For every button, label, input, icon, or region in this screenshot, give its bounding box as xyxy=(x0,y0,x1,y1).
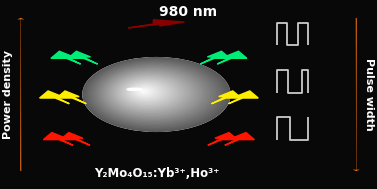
Circle shape xyxy=(89,61,221,127)
Polygon shape xyxy=(40,91,69,104)
Circle shape xyxy=(109,72,192,114)
Polygon shape xyxy=(57,91,86,104)
Polygon shape xyxy=(68,51,98,64)
Circle shape xyxy=(95,64,213,123)
Text: Power density: Power density xyxy=(3,50,12,139)
Polygon shape xyxy=(60,132,90,145)
Circle shape xyxy=(101,68,204,119)
Circle shape xyxy=(137,88,152,95)
Circle shape xyxy=(141,90,146,92)
Circle shape xyxy=(103,69,201,118)
Circle shape xyxy=(87,60,224,129)
Circle shape xyxy=(83,58,230,131)
Polygon shape xyxy=(200,51,230,64)
Circle shape xyxy=(115,76,184,110)
Polygon shape xyxy=(228,91,258,104)
Ellipse shape xyxy=(127,88,142,90)
Circle shape xyxy=(135,87,155,97)
Circle shape xyxy=(83,58,230,131)
Text: 980 nm: 980 nm xyxy=(159,5,218,19)
Polygon shape xyxy=(217,51,247,64)
Polygon shape xyxy=(225,132,254,145)
Circle shape xyxy=(99,67,207,121)
Circle shape xyxy=(93,63,216,125)
Polygon shape xyxy=(208,132,238,145)
Circle shape xyxy=(113,74,187,111)
Circle shape xyxy=(131,84,161,99)
Circle shape xyxy=(85,59,227,130)
Circle shape xyxy=(123,80,172,105)
Circle shape xyxy=(139,89,149,94)
Circle shape xyxy=(119,78,178,107)
Circle shape xyxy=(91,62,218,126)
Polygon shape xyxy=(129,20,184,28)
Circle shape xyxy=(105,70,198,117)
Text: Y₂Mo₄O₁₅:Yb³⁺,Ho³⁺: Y₂Mo₄O₁₅:Yb³⁺,Ho³⁺ xyxy=(94,167,219,180)
Circle shape xyxy=(127,82,166,102)
Circle shape xyxy=(129,83,164,101)
Circle shape xyxy=(111,73,190,113)
Polygon shape xyxy=(211,91,241,104)
Polygon shape xyxy=(43,132,73,145)
Circle shape xyxy=(117,77,181,109)
Circle shape xyxy=(107,71,195,115)
Text: Pulse width: Pulse width xyxy=(365,58,374,131)
Circle shape xyxy=(125,81,169,103)
Circle shape xyxy=(97,65,210,122)
Polygon shape xyxy=(51,51,81,64)
Circle shape xyxy=(121,79,175,106)
Circle shape xyxy=(133,86,158,98)
